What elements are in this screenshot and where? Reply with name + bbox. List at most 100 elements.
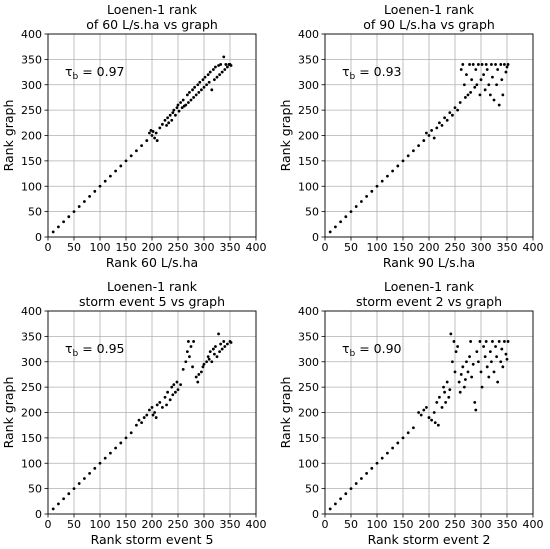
data-point (485, 68, 489, 71)
data-point (487, 375, 491, 379)
data-point (491, 340, 494, 343)
x-tick-label: 200 (142, 518, 163, 531)
data-point (124, 436, 128, 440)
data-point (433, 421, 437, 425)
data-point (406, 154, 410, 158)
axes-frame (324, 310, 534, 515)
x-tick-label: 300 (194, 241, 215, 254)
y-tick-label: 200 (298, 130, 319, 143)
data-point (386, 174, 389, 178)
y-tick-label: 0 (35, 508, 42, 521)
data-point (167, 121, 171, 125)
data-point (181, 98, 185, 102)
y-tick-label: 350 (21, 53, 42, 66)
panel-90-lsha: 0 50 100 150 200 250 300 350 400 0 50 100 150 200 250 3… (278, 2, 544, 270)
data-point (154, 131, 158, 135)
y-tick-label: 200 (21, 407, 42, 420)
x-tick-label: 0 (322, 241, 329, 254)
y-tick-label: 300 (21, 79, 42, 92)
data-point (189, 345, 193, 348)
y-tick-label: 350 (21, 330, 42, 343)
data-point (458, 101, 462, 104)
data-point (161, 406, 164, 409)
data-point (328, 507, 332, 511)
data-point (477, 63, 480, 66)
x-axis-label: Rank 90 L/s.ha (383, 255, 475, 270)
data-point (109, 174, 112, 178)
data-point (422, 408, 426, 412)
y-tick-label: 0 (35, 231, 42, 244)
data-point (499, 63, 503, 66)
y-axis-label: Rank graph (278, 100, 293, 172)
data-point (222, 340, 226, 343)
data-point (179, 101, 183, 104)
data-point (176, 388, 180, 392)
data-point (62, 497, 65, 501)
data-point (444, 400, 448, 404)
x-tick-label: 350 (220, 241, 241, 254)
data-point (500, 347, 504, 351)
y-axis-label: Rank graph (1, 377, 16, 449)
data-point (470, 78, 474, 82)
data-point (354, 482, 358, 485)
data-point (226, 65, 229, 69)
data-point (163, 118, 167, 122)
data-point (140, 421, 144, 425)
data-point (503, 340, 506, 343)
data-point (223, 68, 227, 71)
data-point (205, 83, 209, 87)
tau-value: = 0.95 (78, 341, 124, 356)
data-point (445, 118, 449, 122)
data-point (462, 385, 466, 389)
data-point (185, 93, 189, 97)
data-point (67, 492, 71, 496)
x-tick-label: 250 (445, 241, 466, 254)
data-point (427, 416, 431, 419)
data-point (480, 385, 484, 389)
data-point (365, 195, 368, 198)
data-point (145, 139, 149, 142)
data-point (487, 83, 491, 87)
data-point (505, 357, 509, 361)
x-axis-label: Rank 60 L/s.ha (106, 255, 198, 270)
y-tick-label: 150 (298, 155, 319, 168)
x-tick-label: 50 (344, 241, 358, 254)
data-point (469, 90, 472, 94)
axes-frame (47, 310, 257, 515)
x-tick-label: 100 (367, 241, 388, 254)
data-point (427, 134, 431, 137)
data-point (503, 63, 506, 66)
data-point (499, 360, 503, 364)
data-point (435, 400, 439, 404)
chart-title-line1: Loenen-1 rank (384, 2, 475, 17)
data-point (391, 446, 394, 450)
data-point (465, 73, 468, 76)
data-point (475, 350, 479, 353)
data-point (473, 400, 477, 404)
data-point (468, 355, 471, 359)
y-axis-label: Rank graph (278, 377, 293, 449)
data-point (196, 83, 200, 87)
data-point (57, 502, 60, 506)
y-tick-label: 250 (21, 381, 42, 394)
data-point (98, 184, 102, 188)
data-point (165, 123, 168, 127)
tau-value: = 0.90 (355, 341, 401, 356)
data-point (198, 80, 202, 84)
data-point (430, 129, 433, 132)
y-tick-label: 100 (298, 180, 319, 193)
data-point (171, 393, 175, 397)
data-point (474, 408, 478, 412)
data-point (417, 144, 420, 148)
data-point (417, 411, 420, 414)
data-point (201, 78, 205, 82)
data-point (451, 113, 454, 117)
data-point (360, 200, 363, 203)
x-tick-label: 300 (471, 241, 492, 254)
data-point (461, 365, 465, 369)
data-point (165, 403, 168, 407)
tau-annotation: τb = 0.95 (65, 341, 125, 359)
data-point (478, 340, 482, 343)
data-point (119, 164, 123, 168)
data-point (93, 466, 97, 470)
